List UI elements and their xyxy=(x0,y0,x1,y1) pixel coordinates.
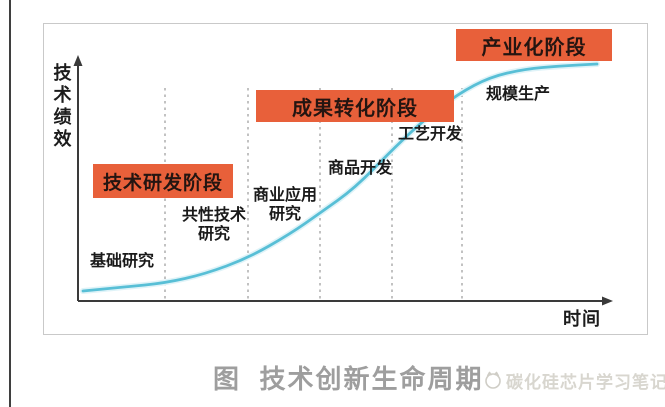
watermark-text: 碳化硅芯片学习笔记 xyxy=(506,372,665,392)
phase-label-product-development: 商品开发 xyxy=(327,160,393,177)
y-axis-arrowhead xyxy=(73,55,83,66)
stage-box-industrialization: 产业化阶段 xyxy=(456,29,612,61)
page-edge-line xyxy=(9,0,11,407)
phase-label-generic-tech-research: 共性技术 研究 xyxy=(181,207,247,243)
stage-box-transformation: 成果转化阶段 xyxy=(256,90,454,122)
y-axis-label: 技术绩效 xyxy=(53,63,72,149)
phase-label-scale-production: 规模生产 xyxy=(485,86,551,103)
x-axis-arrowhead xyxy=(602,296,613,306)
watermark: 碳化硅芯片学习笔记 xyxy=(483,368,665,392)
figure-caption: 图 技术创新生命周期 xyxy=(213,364,484,394)
phase-label-basic-research: 基础研究 xyxy=(89,253,155,270)
watermark-cat-icon xyxy=(485,371,501,389)
phase-label-commercial-application-research: 商业应用 研究 xyxy=(252,187,318,223)
stage-box-tech-rd: 技术研发阶段 xyxy=(93,164,233,198)
phase-label-process-development: 工艺开发 xyxy=(397,126,463,143)
x-axis-label: 时间 xyxy=(563,309,601,329)
s-curve xyxy=(81,62,599,293)
